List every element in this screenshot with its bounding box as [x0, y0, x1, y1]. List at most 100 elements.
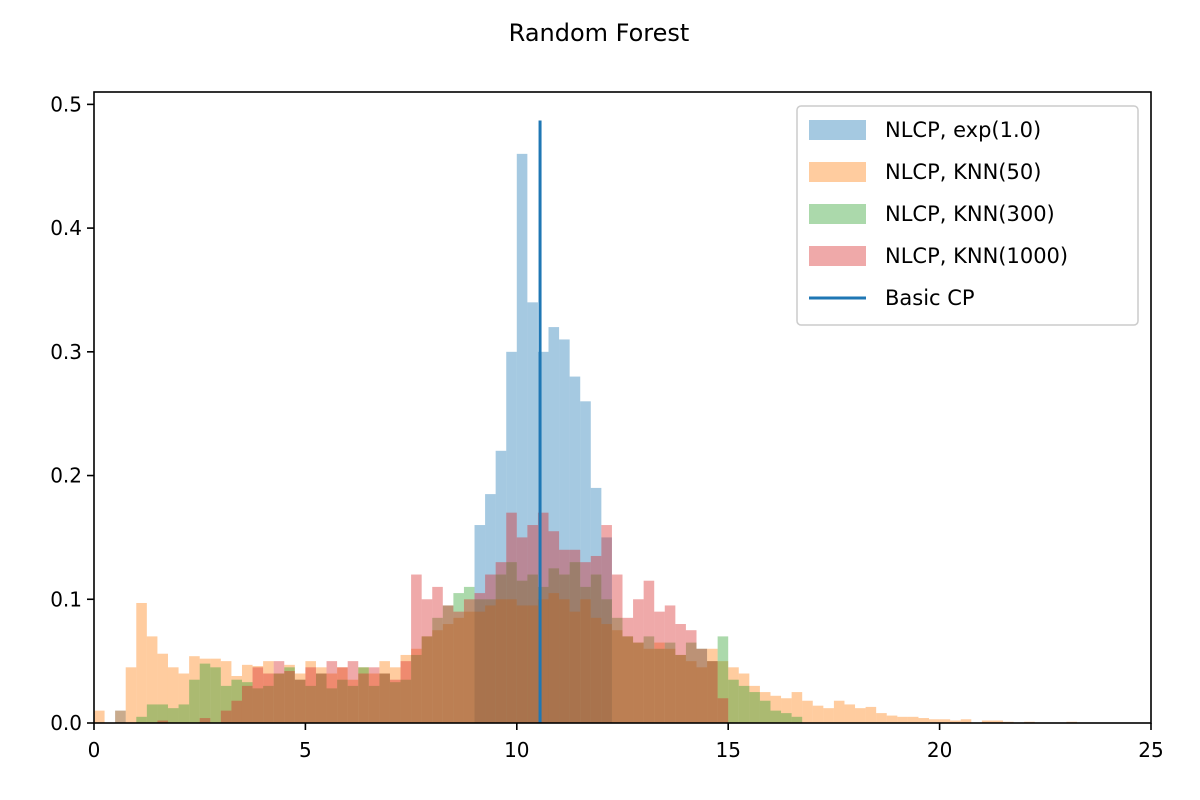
- histogram-bar: [146, 636, 158, 723]
- histogram-bar: [654, 648, 665, 723]
- histogram-bar: [411, 574, 422, 723]
- histogram-bar: [432, 617, 443, 723]
- histogram-bar: [485, 599, 496, 723]
- histogram-bar: [178, 704, 190, 723]
- histogram-bar: [590, 574, 602, 723]
- y-tick-label: 0.0: [50, 711, 82, 735]
- histogram-bar: [537, 586, 549, 723]
- histogram-bar: [654, 642, 665, 723]
- x-tick-label: 20: [927, 738, 952, 762]
- histogram-bar: [231, 700, 242, 723]
- x-tick-label: 25: [1138, 738, 1163, 762]
- histogram-bar: [664, 648, 676, 723]
- histogram-bar: [601, 537, 612, 723]
- histogram-bar: [421, 599, 433, 723]
- histogram-bar: [516, 153, 528, 724]
- legend-box: [796, 105, 1139, 326]
- histogram-bar: [167, 708, 179, 723]
- histogram-bar: [981, 720, 993, 723]
- histogram-bar: [633, 599, 644, 723]
- histogram-bar: [728, 679, 739, 723]
- histogram-bar: [379, 673, 390, 723]
- histogram-bar: [559, 574, 570, 723]
- histogram-bar: [844, 704, 856, 723]
- histogram-bar: [559, 599, 570, 723]
- histogram-bar: [231, 675, 242, 723]
- histogram-bar: [284, 671, 295, 723]
- histogram-bar: [580, 586, 591, 723]
- x-tick-label: 15: [715, 738, 740, 762]
- y-tick-label: 0.5: [50, 92, 82, 116]
- histogram-bar: [453, 611, 464, 723]
- histogram-bar: [263, 673, 274, 723]
- histogram-bar: [685, 661, 697, 723]
- histogram-bar: [876, 713, 887, 723]
- plot-area: [94, 120, 1078, 724]
- histogram-bar: [611, 574, 623, 723]
- y-tick-label: 0.1: [50, 587, 82, 611]
- histogram-bar: [918, 718, 930, 723]
- histogram-bar: [506, 512, 517, 723]
- histogram-bar: [833, 700, 845, 723]
- histogram-bar: [622, 636, 634, 723]
- histogram-bar: [950, 720, 961, 723]
- histogram-bar: [791, 692, 803, 723]
- histogram-bar: [633, 642, 644, 723]
- histogram-bar: [664, 605, 676, 723]
- histogram-bar: [421, 636, 433, 723]
- histogram-bar: [305, 667, 316, 723]
- histogram-bar: [537, 599, 549, 723]
- histogram-bar: [485, 494, 496, 723]
- x-tick-label: 10: [504, 738, 529, 762]
- histogram-bar: [189, 679, 200, 723]
- histogram-bar: [611, 617, 623, 723]
- histogram-bar: [781, 713, 792, 723]
- histogram-bar: [453, 617, 464, 723]
- histogram-bar: [812, 705, 824, 723]
- histogram-bar: [400, 654, 412, 723]
- legend-swatch: [809, 204, 866, 224]
- histogram-bar: [601, 599, 612, 723]
- histogram-bar: [569, 611, 581, 723]
- histogram-bar: [865, 706, 877, 723]
- histogram-bar: [442, 605, 454, 723]
- histogram-bar: [146, 704, 158, 723]
- histogram-bar: [411, 654, 422, 723]
- histogram-bar: [559, 549, 570, 723]
- histogram-bar: [633, 642, 644, 723]
- histogram-bar: [992, 720, 1004, 723]
- histogram-bar: [358, 667, 369, 723]
- histogram-bar: [453, 593, 464, 723]
- histogram-bar: [485, 605, 496, 723]
- histogram-bar: [231, 679, 242, 723]
- histogram-bar: [580, 401, 591, 723]
- histogram-bar: [115, 710, 126, 723]
- histogram-bar: [315, 673, 327, 723]
- histogram-bar: [527, 302, 538, 723]
- histogram-bar: [442, 624, 454, 723]
- histogram-bar: [474, 611, 486, 723]
- histogram-bar: [506, 351, 517, 723]
- histogram-bar: [939, 719, 951, 723]
- legend-label: NLCP, KNN(1000): [885, 244, 1068, 268]
- histogram-bar: [622, 617, 634, 723]
- histogram-bar: [199, 658, 211, 723]
- histogram-bar: [273, 661, 285, 723]
- histogram-bar: [189, 656, 200, 723]
- histogram-bar: [601, 624, 612, 723]
- histogram-bar: [717, 661, 729, 723]
- histogram-bar: [252, 667, 264, 723]
- histogram-bar: [347, 661, 359, 723]
- histogram-bar: [516, 537, 528, 723]
- histogram-bar: [389, 667, 401, 723]
- histogram-bar: [759, 692, 771, 723]
- histogram-bar: [643, 636, 655, 723]
- histogram-bar: [284, 667, 295, 723]
- histogram-bar: [738, 685, 750, 723]
- legend-item: NLCP, exp(1.0): [809, 118, 1041, 142]
- histogram-bar: [157, 704, 168, 723]
- histogram-bar: [400, 661, 412, 723]
- histogram-bar: [569, 549, 581, 723]
- histogram-bar: [463, 611, 475, 723]
